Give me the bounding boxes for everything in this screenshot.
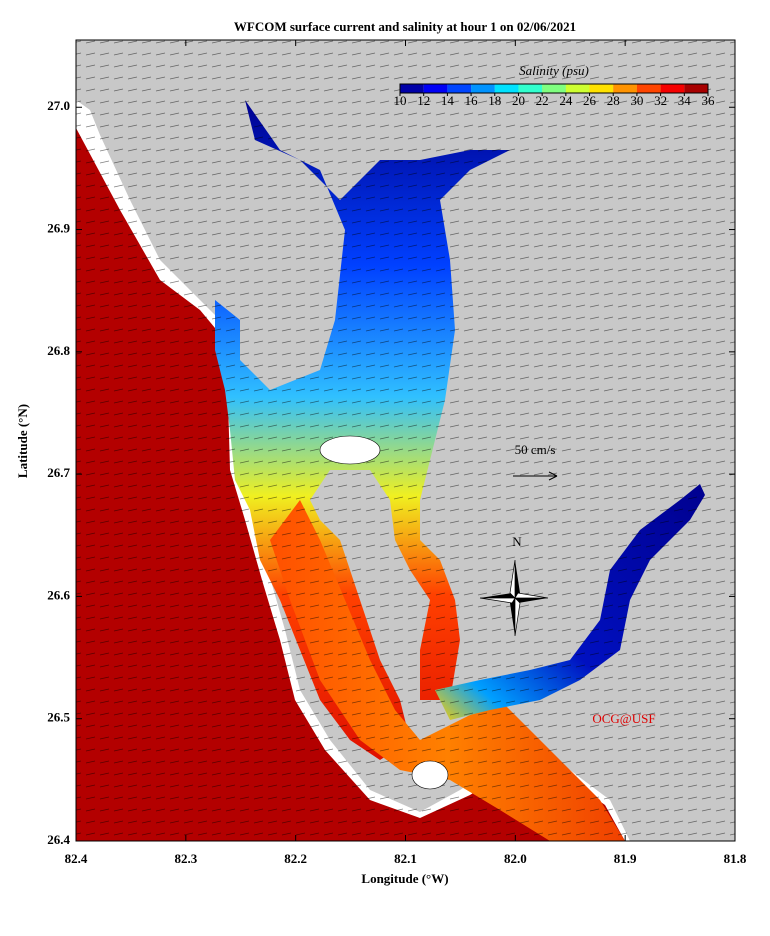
- colorbar-tick-label: 14: [441, 93, 455, 108]
- y-tick-label: 27.0: [47, 98, 70, 113]
- y-tick-label: 26.7: [47, 465, 70, 480]
- colorbar-swatch: [589, 84, 614, 93]
- colorbar-swatch: [684, 84, 708, 93]
- colorbar-swatch: [660, 84, 685, 93]
- x-tick-label: 82.0: [504, 851, 527, 866]
- y-tick-label: 26.5: [47, 710, 70, 725]
- x-axis-label: Longitude (°W): [361, 871, 448, 886]
- colorbar: Salinity (psu) 10 12 14 16 18 20 22 24 26 28 30 32 3…: [394, 63, 716, 108]
- colorbar-swatch: [613, 84, 637, 93]
- current-vectors: [76, 40, 735, 841]
- colorbar-swatch: [565, 84, 590, 93]
- colorbar-swatch: [423, 84, 448, 93]
- x-tick-label: 81.9: [614, 851, 637, 866]
- x-tick-label: 82.1: [394, 851, 417, 866]
- colorbar-tick-label: 26: [583, 93, 597, 108]
- colorbar-tick-label: 30: [630, 93, 643, 108]
- colorbar-tick-label: 18: [488, 93, 501, 108]
- colorbar-tick-label: 28: [607, 93, 620, 108]
- compass-label: N: [512, 534, 522, 549]
- map-area: [76, 40, 735, 841]
- x-tick-label: 81.8: [724, 851, 747, 866]
- compass-light: [479, 559, 549, 637]
- scale-arrow: 50 cm/s: [513, 442, 558, 481]
- colorbar-tick-label: 24: [559, 93, 573, 108]
- map-title: WFCOM surface current and salinity at ho…: [234, 19, 576, 34]
- colorbar-tick-label: 12: [417, 93, 430, 108]
- colorbar-title: Salinity (psu): [519, 63, 589, 78]
- colorbar-tick-label: 36: [702, 93, 716, 108]
- x-tick-label: 82.4: [65, 851, 88, 866]
- scale-label: 50 cm/s: [515, 442, 556, 457]
- colorbar-swatch: [494, 84, 519, 93]
- watermark: OCG@USF: [592, 711, 655, 726]
- colorbar-swatch: [542, 84, 566, 93]
- colorbar-tick-label: 34: [678, 93, 692, 108]
- x-tick-label: 82.2: [284, 851, 307, 866]
- colorbar-tick-label: 20: [512, 93, 525, 108]
- colorbar-swatch: [447, 84, 472, 93]
- colorbar-swatch: [471, 84, 495, 93]
- island: [319, 435, 381, 465]
- colorbar-swatch: [636, 84, 661, 93]
- colorbar-frame: [399, 83, 709, 94]
- scale-arrow-head: [548, 471, 558, 481]
- compass: N: [479, 534, 549, 637]
- colorbar-tick-label: 10: [394, 93, 407, 108]
- colorbar-swatch: [518, 84, 543, 93]
- y-tick-label: 26.4: [47, 832, 70, 847]
- colorbar-tick-label: 22: [536, 93, 549, 108]
- y-tick-label: 26.9: [47, 221, 70, 236]
- y-tick-label: 26.6: [47, 587, 70, 602]
- y-axis-label: Latitude (°N): [15, 404, 30, 478]
- colorbar-tick-label: 16: [465, 93, 479, 108]
- colorbar-swatch: [400, 84, 424, 93]
- colorbar-tick-label: 32: [654, 93, 667, 108]
- x-tick-label: 82.3: [174, 851, 197, 866]
- island: [411, 760, 449, 790]
- y-tick-label: 26.8: [47, 343, 70, 358]
